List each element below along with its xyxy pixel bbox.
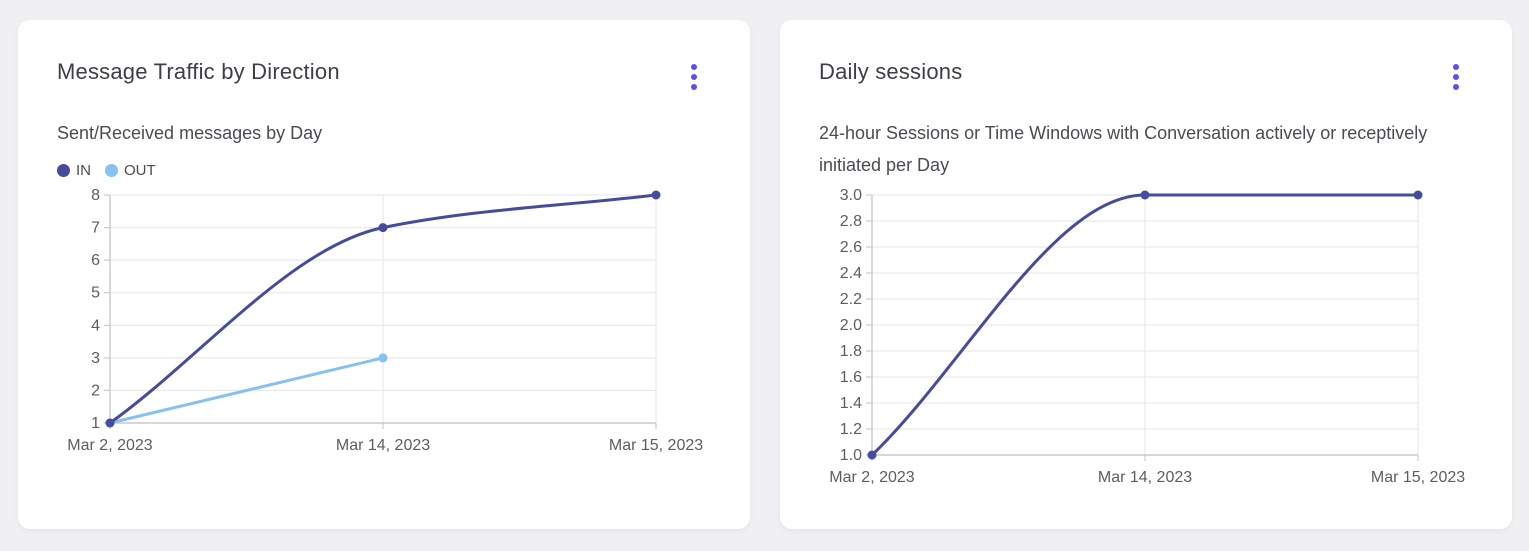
y-tick-label: 5 <box>91 284 100 301</box>
y-tick-label: 1 <box>91 415 100 432</box>
card-daily-sessions: Daily sessions 24-hour Sessions or Time … <box>780 20 1512 529</box>
kebab-menu-icon <box>1453 64 1459 90</box>
kebab-menu-icon <box>691 64 697 90</box>
y-tick-label: 1.0 <box>840 447 862 464</box>
legend-dot <box>105 163 118 177</box>
x-tick-label: Mar 15, 2023 <box>1371 469 1465 486</box>
y-tick-label: 2.4 <box>840 265 862 282</box>
data-point-daily-sessions[interactable] <box>1140 190 1150 200</box>
y-tick-label: 1.2 <box>840 421 862 438</box>
y-tick-label: 2.0 <box>840 317 862 334</box>
line-series-daily-sessions <box>870 193 1420 457</box>
gridlines <box>104 193 657 429</box>
y-tick-label: 1.4 <box>840 395 862 412</box>
card-title: Message Traffic by Direction <box>57 59 340 84</box>
y-tick-label: 8 <box>91 187 100 204</box>
chart-legend: IN OUT <box>57 162 711 179</box>
card-menu-button[interactable] <box>1447 62 1465 92</box>
line-series-out <box>108 355 385 424</box>
data-point-in[interactable] <box>651 190 661 199</box>
y-tick-label: 3 <box>91 349 100 366</box>
data-point-in[interactable] <box>105 418 115 427</box>
card-header: Message Traffic by Direction <box>57 58 711 92</box>
y-tick-label: 3.0 <box>840 187 862 204</box>
card-subtitle: 24-hour Sessions or Time Windows with Co… <box>819 123 1428 175</box>
data-point-in[interactable] <box>378 222 388 232</box>
y-tick-label: 2.6 <box>840 239 862 256</box>
data-point-out[interactable] <box>378 352 388 362</box>
chart-canvas: 1.0 1.2 1.4 1.6 1.8 2.0 2.2 2.4 2.6 2.8 3.0 Mar 2, … <box>829 187 1465 486</box>
legend-label: OUT <box>124 161 156 179</box>
x-tick-label: Mar 14, 2023 <box>336 437 430 454</box>
data-point-daily-sessions[interactable] <box>1413 190 1423 200</box>
legend-label: IN <box>76 161 91 179</box>
card-header: Daily sessions <box>819 58 1473 92</box>
y-tick-label: 1.6 <box>840 369 862 386</box>
legend-dot <box>57 163 70 177</box>
legend-item-out[interactable]: OUT <box>105 162 156 179</box>
x-tick-label: Mar 14, 2023 <box>1098 469 1192 486</box>
card-menu-button[interactable] <box>685 62 703 92</box>
y-tick-label: 7 <box>91 219 100 236</box>
y-tick-label: 4 <box>91 317 100 334</box>
data-point-daily-sessions[interactable] <box>867 450 877 460</box>
y-tick-label: 2.8 <box>840 213 862 230</box>
card-title: Daily sessions <box>819 59 963 84</box>
x-tick-label: Mar 2, 2023 <box>829 469 914 486</box>
y-tick-label: 2 <box>91 382 100 399</box>
card-message-traffic: Message Traffic by Direction Sent/Receiv… <box>18 20 750 529</box>
chart-canvas: 1 2 3 4 5 6 7 8 Mar 2, 2023 Mar 14, 2023 Mar 15, 2… <box>67 187 703 454</box>
message-traffic-chart: 1 2 3 4 5 6 7 8 Mar 2, 2023 Mar 14, 2023 Mar 15, 2… <box>57 187 711 465</box>
x-tick-label: Mar 2, 2023 <box>67 437 152 454</box>
y-tick-label: 1.8 <box>840 343 862 360</box>
y-tick-label: 2.2 <box>840 291 862 308</box>
card-subtitle: Sent/Received messages by Day <box>57 123 323 143</box>
gridlines <box>866 194 1419 461</box>
legend-item-in[interactable]: IN <box>57 162 91 179</box>
x-tick-label: Mar 15, 2023 <box>609 437 703 454</box>
y-tick-label: 6 <box>91 252 100 269</box>
daily-sessions-chart: 1.0 1.2 1.4 1.6 1.8 2.0 2.2 2.4 2.6 2.8 3.0 Mar 2, … <box>819 187 1473 497</box>
